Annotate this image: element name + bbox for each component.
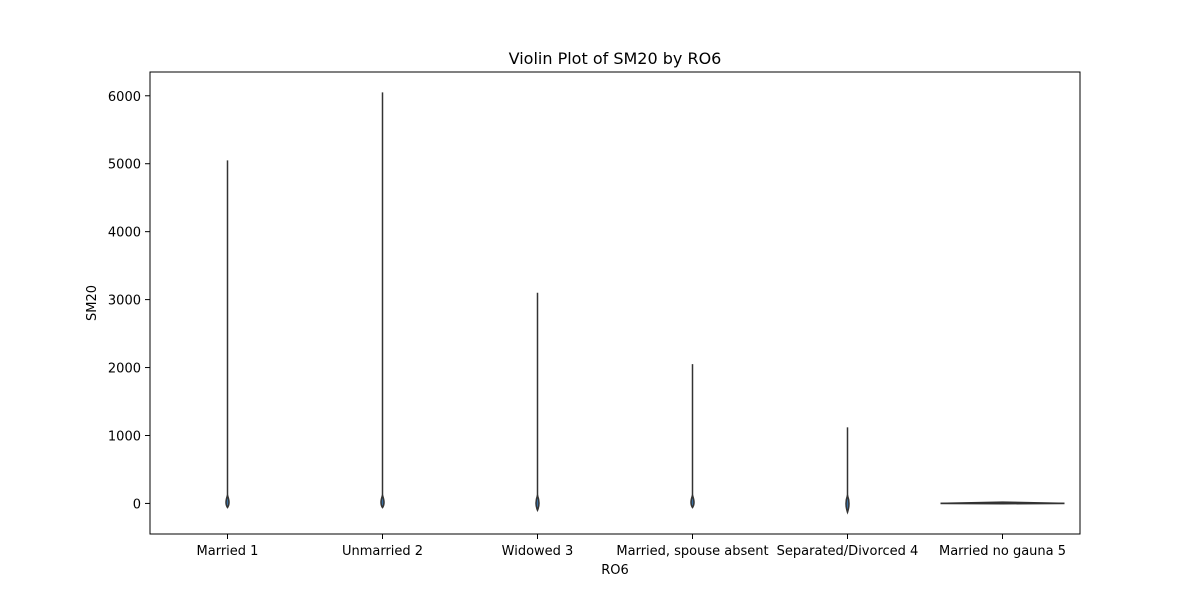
x-tick-label: Separated/Divorced 4 — [777, 544, 919, 559]
y-tick-label: 0 — [133, 497, 141, 512]
y-tick-label: 3000 — [108, 294, 141, 309]
x-axis: Married 1 Unmarried 2 Widowed 3 Married, sp… — [197, 534, 1066, 559]
x-tick-label: Married no gauna 5 — [939, 544, 1066, 559]
violin-body — [845, 493, 850, 515]
violin-body — [690, 493, 695, 509]
y-axis: 0 1000 2000 3000 4000 5000 6000 — [108, 90, 150, 512]
x-tick-label: Married, spouse absent — [616, 544, 768, 559]
plot-area — [149, 71, 1081, 535]
y-axis-label: SM20 — [85, 285, 100, 321]
y-tick-label: 4000 — [108, 226, 141, 241]
violin-body — [380, 493, 385, 509]
violin-body — [225, 493, 230, 509]
x-tick-label: Widowed 3 — [502, 544, 574, 559]
violins — [225, 92, 1065, 515]
x-tick-label: Married 1 — [197, 544, 259, 559]
y-tick-label: 5000 — [108, 158, 141, 173]
y-tick-label: 2000 — [108, 362, 141, 377]
chart-title: Violin Plot of SM20 by RO6 — [509, 49, 722, 68]
violin-body — [535, 493, 540, 513]
y-tick-label: 1000 — [108, 429, 141, 444]
y-tick-label: 6000 — [108, 90, 141, 105]
x-tick-label: Unmarried 2 — [342, 544, 423, 559]
x-axis-label: RO6 — [601, 563, 629, 578]
